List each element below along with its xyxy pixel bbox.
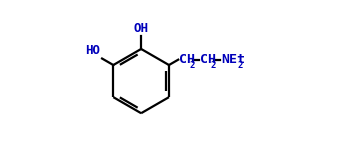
Text: HO: HO — [85, 44, 100, 57]
Text: 2: 2 — [237, 61, 243, 70]
Text: CH: CH — [179, 53, 195, 66]
Text: NEt: NEt — [221, 53, 245, 66]
Text: CH: CH — [200, 53, 216, 66]
Text: OH: OH — [134, 22, 149, 35]
Text: 2: 2 — [211, 61, 216, 70]
Text: 2: 2 — [190, 61, 195, 70]
